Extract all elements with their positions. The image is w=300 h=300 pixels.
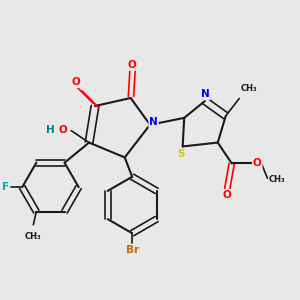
Text: O: O <box>253 158 262 168</box>
Text: O: O <box>71 77 80 87</box>
Text: O: O <box>223 190 232 200</box>
Text: N: N <box>201 89 209 99</box>
Text: N: N <box>149 117 158 128</box>
Text: S: S <box>178 149 185 159</box>
Text: CH₃: CH₃ <box>25 232 42 241</box>
Text: CH₃: CH₃ <box>241 84 257 93</box>
Text: Br: Br <box>126 245 139 256</box>
Text: H: H <box>46 125 55 135</box>
Text: F: F <box>2 182 9 192</box>
Text: O: O <box>58 125 67 135</box>
Text: O: O <box>128 60 136 70</box>
Text: CH₃: CH₃ <box>269 175 286 184</box>
